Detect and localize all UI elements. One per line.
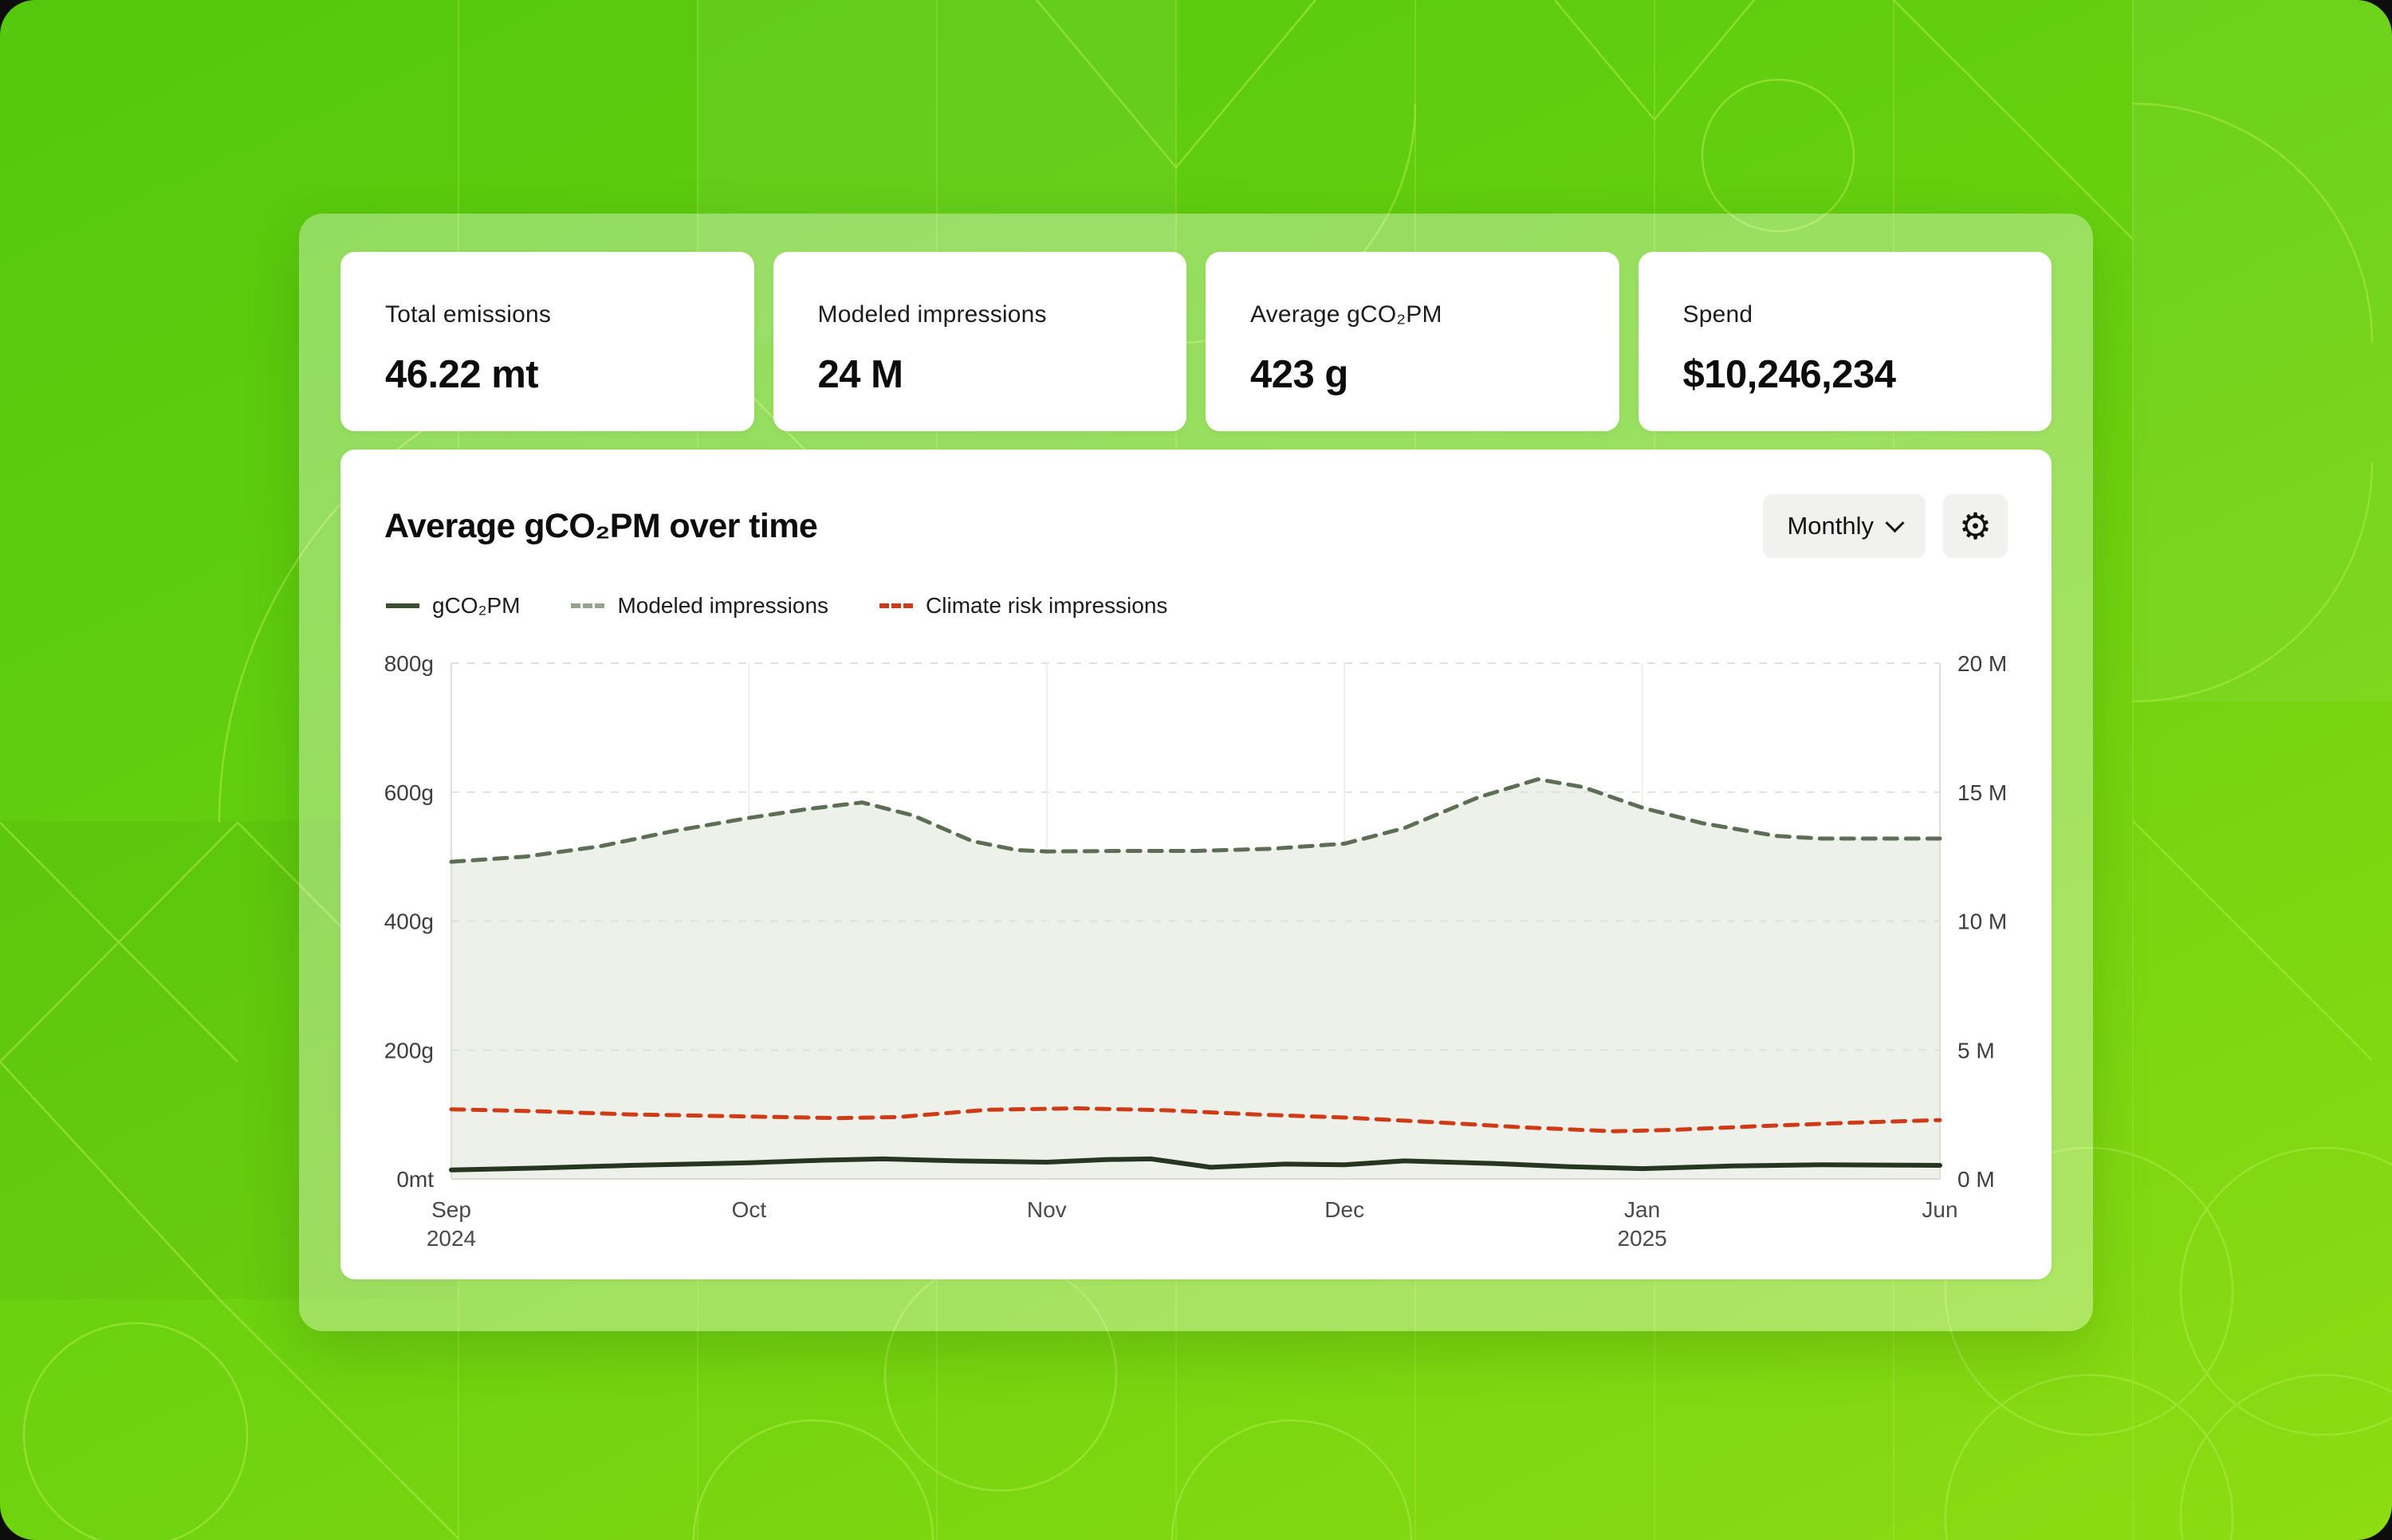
svg-text:5 M: 5 M <box>1957 1038 1995 1063</box>
stat-card-modeled-impressions: Modeled impressions 24 M <box>773 252 1186 431</box>
stat-label: Spend <box>1682 301 1753 328</box>
dashboard-panel: Total emissions 46.22 mt Modeled impress… <box>299 214 2093 1331</box>
svg-text:600g: 600g <box>384 780 434 805</box>
stat-card-spend: Spend $10,246,234 <box>1638 252 2052 431</box>
svg-text:Dec: Dec <box>1324 1197 1364 1222</box>
stat-label: Total emissions <box>385 301 552 328</box>
stat-value: $10,246,234 <box>1682 353 1896 396</box>
legend-swatch-climate-risk <box>879 603 914 608</box>
chart-controls: Monthly ⚙ <box>1763 494 2008 558</box>
legend-item-modeled-impressions: Modeled impressions <box>571 593 828 619</box>
svg-text:Nov: Nov <box>1027 1197 1067 1222</box>
chart-legend: gCO₂PM Modeled impressions Climate risk … <box>386 593 1167 619</box>
chart-header: Average gCO₂PM over time Monthly ⚙ <box>384 494 2008 558</box>
svg-text:800g: 800g <box>384 651 434 676</box>
gear-icon: ⚙ <box>1958 505 1993 547</box>
legend-item-climate-risk-impressions: Climate risk impressions <box>879 593 1167 619</box>
svg-text:Jun: Jun <box>1922 1197 1957 1222</box>
stat-label: Modeled impressions <box>817 301 1047 328</box>
legend-swatch-gco2pm <box>386 603 419 608</box>
svg-text:2025: 2025 <box>1617 1226 1666 1251</box>
svg-text:400g: 400g <box>384 909 434 934</box>
legend-swatch-modeled-impressions <box>571 603 605 608</box>
svg-text:15 M: 15 M <box>1957 780 2007 805</box>
stat-value: 46.22 mt <box>385 353 539 396</box>
svg-text:2024: 2024 <box>427 1226 476 1251</box>
svg-text:Sep: Sep <box>431 1197 471 1222</box>
stat-value: 423 g <box>1250 353 1348 396</box>
svg-text:Jan: Jan <box>1624 1197 1660 1222</box>
legend-label: Modeled impressions <box>617 593 829 618</box>
svg-text:0 M: 0 M <box>1957 1167 1995 1192</box>
svg-text:10 M: 10 M <box>1957 909 2007 934</box>
legend-label: Climate risk impressions <box>926 593 1168 618</box>
stats-row: Total emissions 46.22 mt Modeled impress… <box>340 252 2052 431</box>
chart-card: Average gCO₂PM over time Monthly ⚙ gCO₂P… <box>340 450 2052 1279</box>
range-selector-button[interactable]: Monthly <box>1763 494 1926 558</box>
stat-card-total-emissions: Total emissions 46.22 mt <box>340 252 754 431</box>
line-chart: 800g 600g 400g 200g 0mt 20 M 15 M 10 M 5 M 0 M Sep… <box>384 651 2008 1251</box>
legend-item-gco2pm: gCO₂PM <box>386 593 520 619</box>
stat-value: 24 M <box>817 353 903 396</box>
svg-text:20 M: 20 M <box>1957 651 2007 676</box>
legend-label: gCO₂PM <box>432 593 521 618</box>
range-selector-label: Monthly <box>1787 512 1874 540</box>
stat-card-average-gco2pm: Average gCO₂PM 423 g <box>1206 252 1619 431</box>
svg-text:0mt: 0mt <box>396 1167 434 1192</box>
svg-text:200g: 200g <box>384 1038 434 1063</box>
chevron-down-icon <box>1885 513 1905 532</box>
svg-text:Oct: Oct <box>732 1197 767 1222</box>
stat-label: Average gCO₂PM <box>1250 301 1442 328</box>
chart-title: Average gCO₂PM over time <box>384 506 818 545</box>
settings-button[interactable]: ⚙ <box>1943 494 2008 558</box>
